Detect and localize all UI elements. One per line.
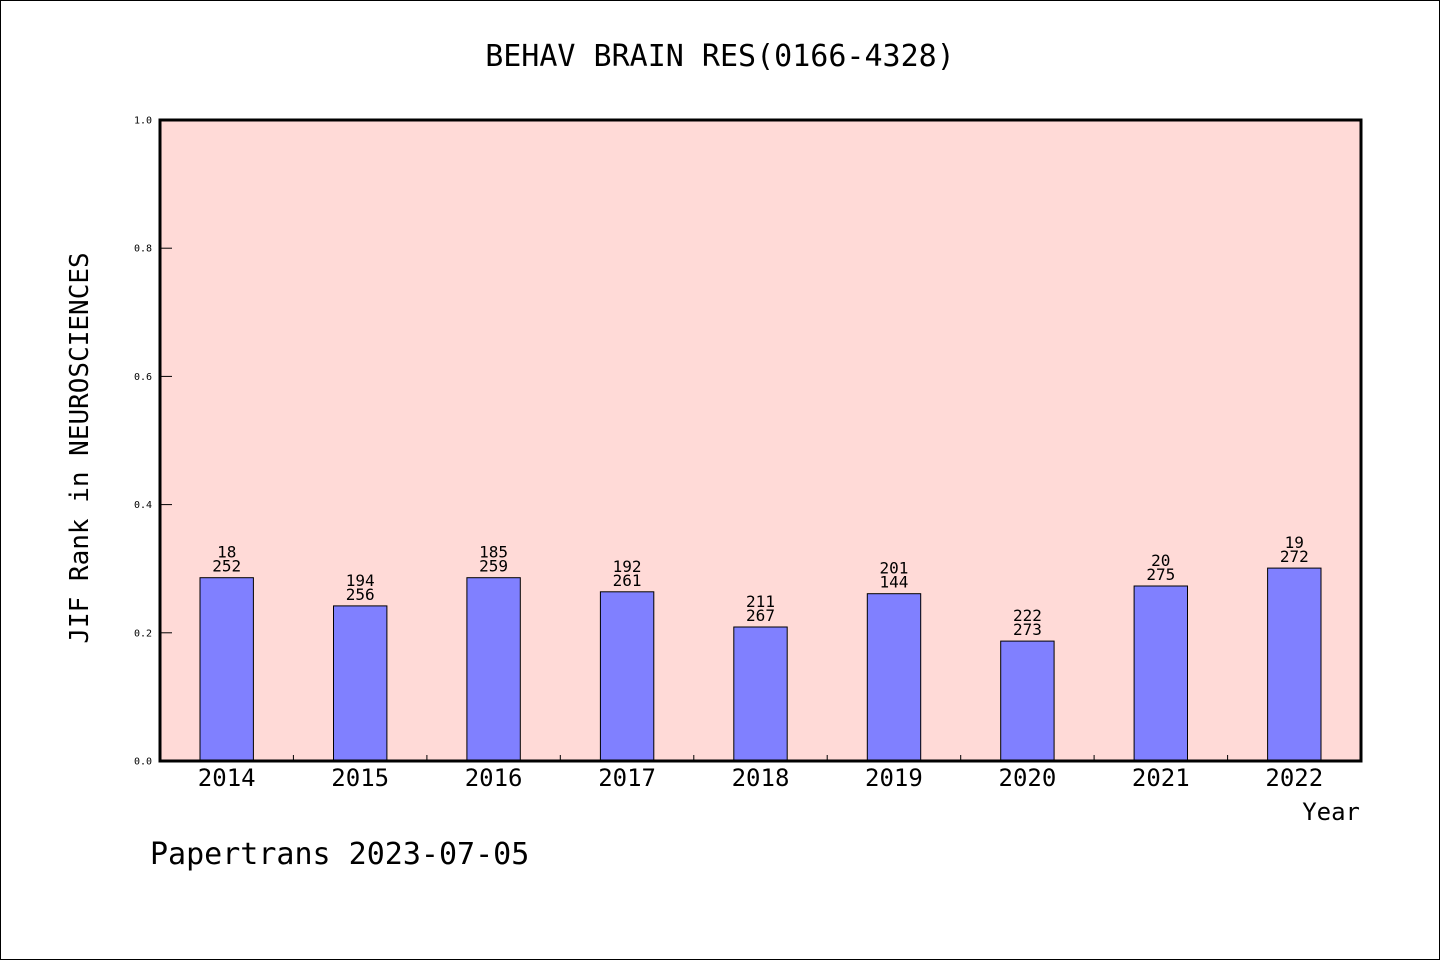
footer-text: Papertrans 2023-07-05 [150, 837, 529, 872]
x-tick-label-2017: 2017 [598, 764, 656, 792]
y-tick-label-0.6: 0.6 [134, 372, 152, 383]
bar-2017 [599, 591, 655, 762]
y-tick-label-0.4: 0.4 [134, 500, 152, 511]
bar-label-bottom-2014: 252 [212, 557, 241, 576]
y-tick-labels: 0.0 0.2 0.4 0.6 0.8 1.0 [134, 116, 152, 768]
bar-label-top-2020: 222 [1013, 606, 1042, 625]
bar-label-bottom-2020: 273 [1013, 620, 1042, 639]
x-tick-label-2014: 2014 [198, 764, 256, 792]
x-tick-label-2018: 2018 [732, 764, 790, 792]
x-tick-label-2020: 2020 [999, 764, 1057, 792]
y-tick-label-0.8: 0.8 [134, 244, 152, 255]
bar-label-bottom-2016: 259 [479, 557, 508, 576]
bar-label-top-2021: 20 [1151, 551, 1170, 570]
x-tick-label-2022: 2022 [1265, 764, 1323, 792]
bars [199, 567, 1322, 762]
bar-2021 [1133, 585, 1188, 762]
bar-label-bottom-2015: 256 [346, 585, 375, 604]
x-tick-label-2021: 2021 [1132, 764, 1190, 792]
chart-title: BEHAV BRAIN RES(0166-4328) [485, 39, 955, 74]
y-tick-label-0.0: 0.0 [134, 757, 152, 768]
bar-2022 [1267, 567, 1322, 762]
bar-label-bottom-2018: 267 [746, 606, 775, 625]
bar-label-bottom-2019: 144 [879, 573, 908, 592]
x-axis-label: Year [1302, 798, 1360, 826]
bar-label-bottom-2021: 275 [1146, 565, 1175, 584]
bar-2016 [466, 577, 521, 762]
bar-label-top-2018: 211 [746, 592, 775, 611]
y-tick-label-1.0: 1.0 [134, 116, 152, 127]
y-tick-label-0.2: 0.2 [134, 628, 152, 639]
bar-2014 [199, 577, 254, 762]
bar-label-top-2015: 194 [346, 571, 375, 590]
bar-label-top-2022: 19 [1285, 533, 1304, 552]
bar-2020 [1000, 640, 1055, 762]
x-tick-labels: 2014 2015 2016 2017 2018 2019 2020 2021 2022 [198, 764, 1323, 792]
bar-label-top-2019: 201 [879, 559, 908, 578]
bar-2018 [733, 626, 788, 762]
x-tick-label-2016: 2016 [465, 764, 523, 792]
x-tick-label-2015: 2015 [331, 764, 389, 792]
y-axis-label: JIF Rank in NEUROSCIENCES [65, 252, 95, 643]
bar-2015 [333, 605, 388, 762]
bar-label-bottom-2022: 272 [1280, 547, 1309, 566]
bar-label-top-2016: 185 [479, 543, 508, 562]
bar-label-top-2014: 18 [217, 543, 236, 562]
plot-border [158, 118, 1363, 763]
bar-label-top-2017: 192 [613, 557, 642, 576]
x-tick-label-2019: 2019 [865, 764, 923, 792]
bar-2019 [866, 593, 922, 762]
bar-label-bottom-2017: 261 [613, 571, 642, 590]
